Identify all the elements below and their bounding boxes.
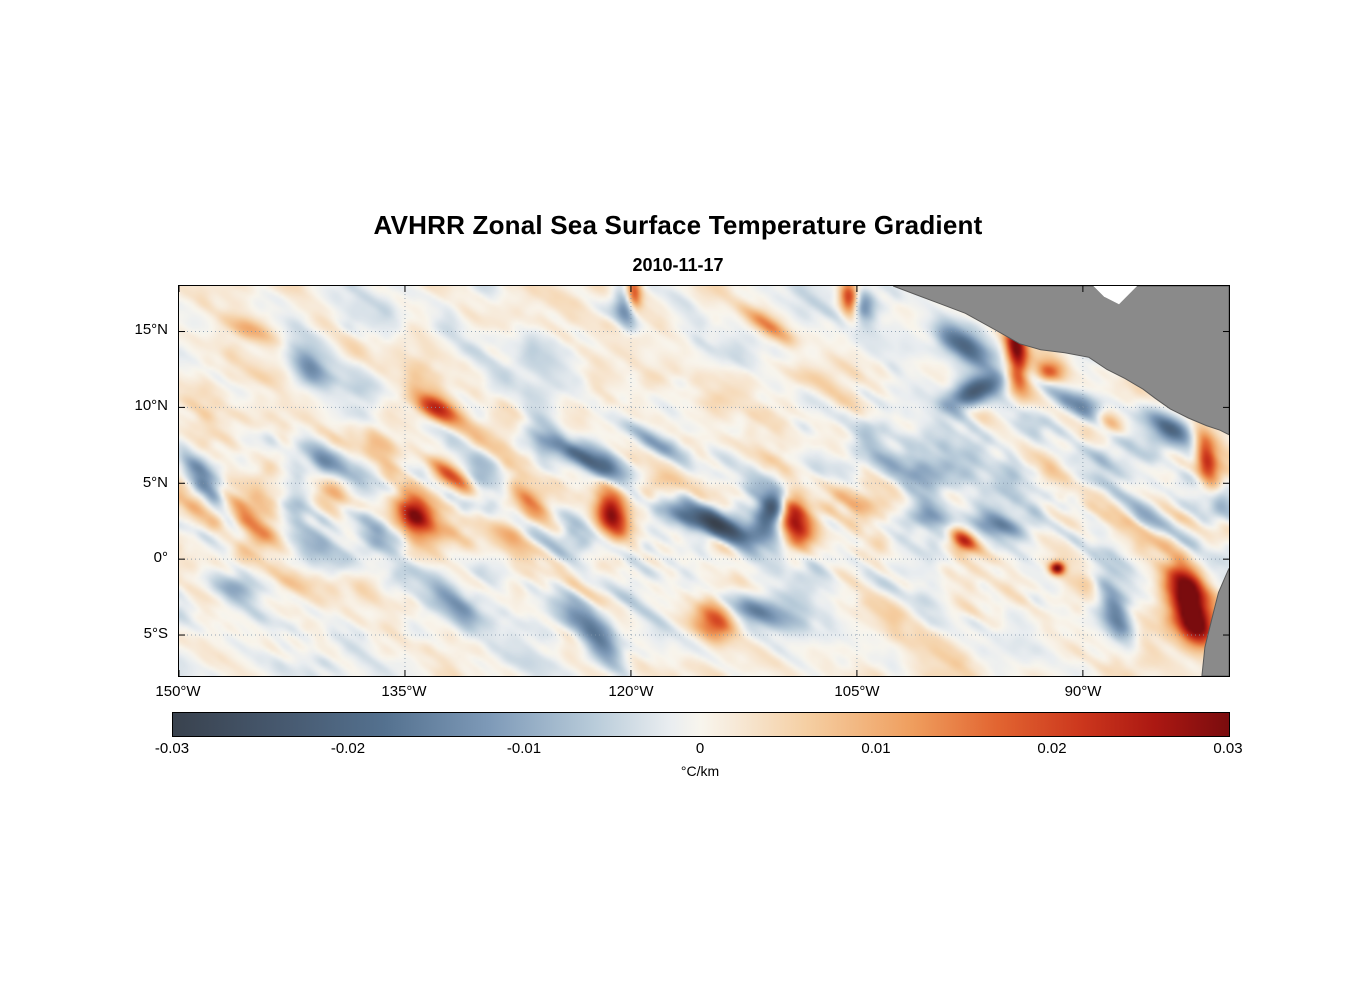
colorbar-tick-label: -0.03 [154, 740, 190, 757]
colorbar-units-label: °C/km [680, 763, 720, 779]
y-tick-label: 5°N [142, 474, 168, 491]
colorbar-tick-label: 0.02 [1037, 740, 1067, 757]
chart-title: AVHRR Zonal Sea Surface Temperature Grad… [373, 210, 983, 240]
chart-date: 2010-11-17 [632, 255, 724, 275]
y-tick-label: 0° [153, 549, 168, 566]
x-tick-label: 135°W [381, 683, 427, 700]
y-tick-label: 5°S [143, 625, 168, 642]
colorbar-tick-label: -0.02 [330, 740, 366, 757]
colorbar-tick-label: 0.03 [1213, 740, 1243, 757]
colorbar-tick-label: 0 [695, 740, 705, 757]
colorbar [172, 712, 1230, 737]
land-polygon-caribbean-notch [1093, 286, 1138, 305]
map-overlay [179, 286, 1229, 676]
map-plot [178, 285, 1230, 677]
land-polygon-central-america [892, 286, 1229, 436]
x-tick-label: 150°W [155, 683, 201, 700]
x-tick-label: 120°W [608, 683, 654, 700]
y-tick-label: 10°N [134, 397, 168, 414]
colorbar-tick-label: -0.01 [506, 740, 542, 757]
colorbar-tick-label: 0.01 [861, 740, 891, 757]
land-polygon-south-america [1201, 568, 1229, 676]
x-tick-label: 105°W [834, 683, 880, 700]
x-tick-label: 90°W [1064, 683, 1102, 700]
y-tick-label: 15°N [134, 321, 168, 338]
